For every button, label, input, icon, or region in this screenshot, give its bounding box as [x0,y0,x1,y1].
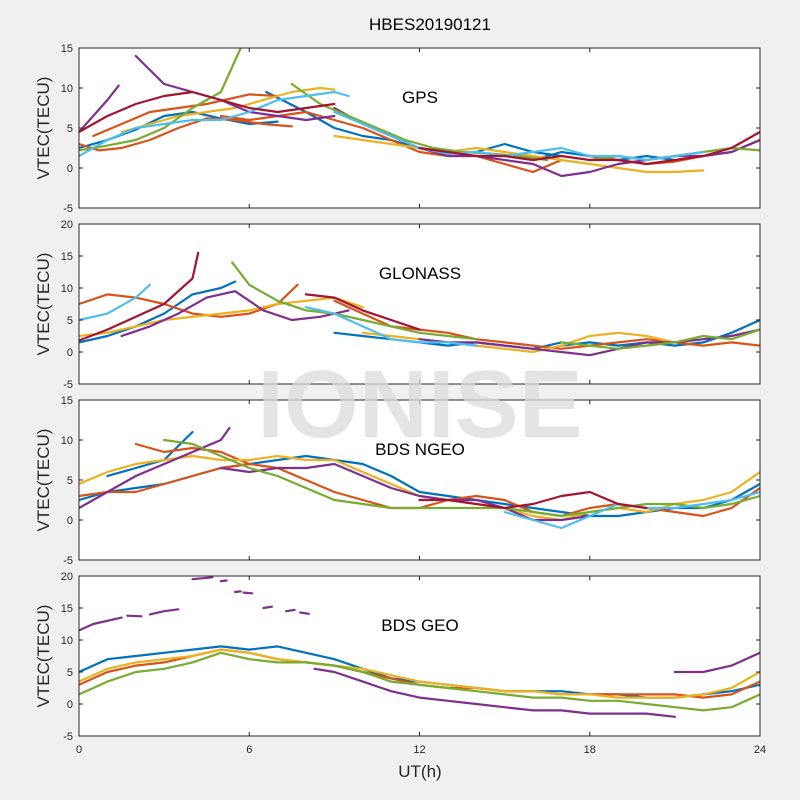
y-tick-label: 0 [67,699,73,711]
y-tick-label: 10 [61,83,73,95]
series-line [79,90,350,158]
series-line [79,48,242,152]
plot-area [79,400,760,560]
panel-label: BDS NGEO [375,440,465,459]
series-group [79,426,760,530]
y-tick-label: -5 [63,203,73,215]
y-tick-label: 0 [67,347,73,359]
y-tick-label: 5 [67,315,73,327]
series-line [79,280,237,344]
series-line [79,616,123,632]
series-group [79,251,760,357]
x-tick-label: 12 [413,744,425,756]
series-group [79,576,760,718]
y-tick-label: 15 [61,603,73,615]
series-group [79,48,760,178]
panel-2: -5 0 5 10 15 VTEC(TECU) BDS NGEO [34,395,761,567]
y-tick-label: 15 [61,395,73,407]
series-line [333,299,760,350]
y-tick-label: 0 [67,163,73,175]
series-line [120,290,350,338]
y-tick-label: 0 [67,515,73,527]
series-line [313,667,677,718]
series-line [120,86,336,134]
plot-area [79,576,760,736]
panel-0: -5 0 5 10 15 VTEC(TECU) GPS [34,43,761,215]
series-line [418,328,760,357]
series-line [106,430,194,478]
panel-label: BDS GEO [381,616,458,635]
plot-area [79,224,760,384]
series-line [418,490,648,510]
y-tick-label: 5 [67,123,73,135]
series-line [126,614,143,618]
y-tick-label: 15 [61,251,73,263]
series-line [191,576,214,581]
x-tick-label: 6 [246,744,252,756]
panel-label: GPS [402,88,438,107]
y-tick-label: -5 [63,731,73,743]
x-tick-label: 24 [754,744,766,756]
y-tick-label: 5 [67,667,73,679]
y-tick-label: 10 [61,435,73,447]
series-line [79,84,120,134]
y-tick-label: 20 [61,219,73,231]
y-axis-label: VTEC(TECU) [34,429,53,532]
series-line [92,93,279,138]
x-tick-label: 0 [76,744,82,756]
series-line [79,651,760,712]
series-line [560,328,760,350]
series-line [418,130,760,166]
series-line [148,608,180,616]
series-line [242,591,254,595]
series-line [79,251,200,342]
y-tick-label: 15 [61,43,73,55]
series-line [79,90,336,134]
y-axis-label: VTEC(TECU) [34,77,53,180]
series-line [79,426,231,510]
y-tick-label: -5 [63,555,73,567]
y-tick-label: 5 [67,475,73,487]
chart-title: HBES20190121 [369,15,491,34]
series-line [79,117,293,152]
y-tick-label: 10 [61,635,73,647]
series-line [219,579,228,583]
series-line [79,648,760,699]
y-tick-label: 10 [61,283,73,295]
series-line [333,110,705,162]
series-line [285,608,296,613]
panel-label: GLONASS [379,264,461,283]
series-line [79,283,151,322]
x-tick-label: 18 [584,744,596,756]
series-line [673,651,760,674]
series-line [231,261,478,341]
series-line [304,306,478,347]
series-line [299,611,310,615]
y-axis-label: VTEC(TECU) [34,605,53,708]
watermark: IONISE [257,351,582,458]
series-line [234,590,242,594]
y-axis-label: VTEC(TECU) [34,253,53,356]
y-tick-label: -5 [63,379,73,391]
series-line [290,82,549,162]
series-line [163,438,760,518]
y-tick-label: 20 [61,571,73,583]
series-line [361,331,677,354]
series-line [134,442,251,466]
series-line [262,605,273,610]
series-line [304,293,421,331]
series-line [134,54,336,122]
x-axis-label: UT(h) [398,762,441,781]
panel-1: -5 0 5 10 15 20 VTEC(TECU) GLONASS [34,219,761,391]
series-line [79,296,364,338]
plot-area [79,48,760,208]
